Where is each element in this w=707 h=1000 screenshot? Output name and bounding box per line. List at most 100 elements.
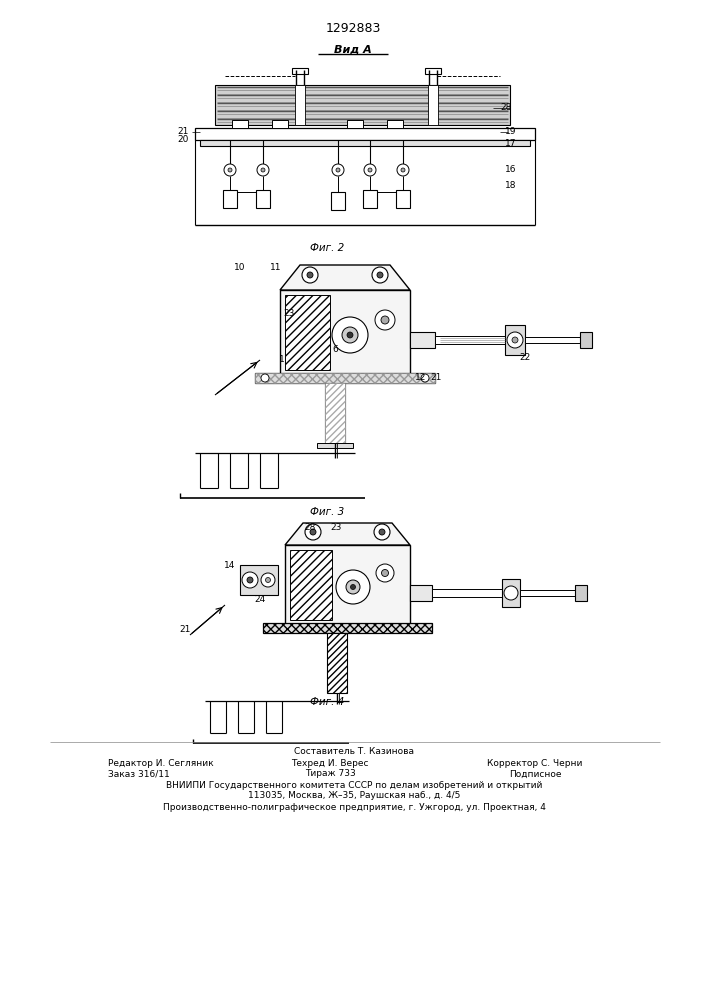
Circle shape xyxy=(374,524,390,540)
Circle shape xyxy=(364,164,376,176)
Bar xyxy=(387,120,403,128)
Circle shape xyxy=(376,564,394,582)
Bar xyxy=(195,128,535,140)
Text: 23: 23 xyxy=(284,308,295,318)
Polygon shape xyxy=(280,265,410,290)
Bar xyxy=(240,565,278,595)
Text: 20: 20 xyxy=(177,135,189,144)
Bar xyxy=(520,590,575,596)
Bar xyxy=(396,190,410,208)
Circle shape xyxy=(242,572,258,588)
Bar xyxy=(428,85,438,125)
Text: 113035, Москва, Ж–35, Раушская наб., д. 4/5: 113035, Москва, Ж–35, Раушская наб., д. … xyxy=(248,792,460,800)
Text: Техред И. Верес: Техред И. Верес xyxy=(291,758,369,768)
Bar xyxy=(580,332,592,348)
Text: 16: 16 xyxy=(505,165,517,174)
Circle shape xyxy=(372,267,388,283)
Circle shape xyxy=(346,580,360,594)
Circle shape xyxy=(332,317,368,353)
Text: 1292883: 1292883 xyxy=(325,21,380,34)
Text: 23: 23 xyxy=(330,522,341,532)
Text: 19: 19 xyxy=(505,127,517,136)
Bar xyxy=(255,373,435,383)
Circle shape xyxy=(261,573,275,587)
Text: 11: 11 xyxy=(270,263,281,272)
Text: 21: 21 xyxy=(177,127,189,136)
Circle shape xyxy=(379,529,385,535)
Circle shape xyxy=(332,164,344,176)
Text: 6: 6 xyxy=(332,346,338,355)
Bar xyxy=(325,383,345,443)
Bar xyxy=(223,190,237,208)
Circle shape xyxy=(261,168,265,172)
Circle shape xyxy=(228,168,232,172)
Circle shape xyxy=(375,310,395,330)
Bar xyxy=(232,120,248,128)
Circle shape xyxy=(382,570,389,576)
Circle shape xyxy=(224,164,236,176)
Text: Редактор И. Сегляник: Редактор И. Сегляник xyxy=(108,758,214,768)
Bar xyxy=(325,383,345,443)
Bar xyxy=(215,85,510,125)
Bar xyxy=(410,332,435,348)
Circle shape xyxy=(512,337,518,343)
Bar xyxy=(280,290,410,375)
Bar xyxy=(317,443,353,448)
Circle shape xyxy=(421,374,429,382)
Text: Вид А: Вид А xyxy=(334,45,372,55)
Bar xyxy=(285,545,410,625)
Text: 21: 21 xyxy=(430,373,441,382)
Text: 22: 22 xyxy=(520,354,531,362)
Bar xyxy=(292,68,308,74)
Text: ВНИИПИ Государственного комитета СССР по делам изобретений и открытий: ВНИИПИ Государственного комитета СССР по… xyxy=(166,780,542,790)
Bar xyxy=(200,140,530,146)
Bar xyxy=(363,190,377,208)
Circle shape xyxy=(307,272,313,278)
Circle shape xyxy=(261,374,269,382)
Text: Фиг. 3: Фиг. 3 xyxy=(310,507,344,517)
Text: Подписное: Подписное xyxy=(509,770,561,778)
Circle shape xyxy=(305,524,321,540)
Bar xyxy=(502,579,520,607)
Bar xyxy=(285,295,330,370)
Circle shape xyxy=(397,164,409,176)
Text: 12: 12 xyxy=(415,373,426,382)
Bar xyxy=(410,585,432,601)
Text: 28: 28 xyxy=(304,522,316,532)
Text: 24: 24 xyxy=(255,595,266,604)
Bar xyxy=(272,120,288,128)
Circle shape xyxy=(257,164,269,176)
Circle shape xyxy=(342,327,358,343)
Text: 1: 1 xyxy=(279,356,285,364)
Text: Корректор С. Черни: Корректор С. Черни xyxy=(487,758,583,768)
Circle shape xyxy=(507,332,523,348)
Text: 17: 17 xyxy=(505,138,517,147)
Circle shape xyxy=(336,168,340,172)
Text: 21: 21 xyxy=(180,626,191,635)
Circle shape xyxy=(247,577,253,583)
Polygon shape xyxy=(285,523,410,545)
Bar xyxy=(290,550,332,620)
Text: Производственно-полиграфическое предприятие, г. Ужгород, ул. Проектная, 4: Производственно-полиграфическое предприя… xyxy=(163,802,545,812)
Bar xyxy=(327,633,347,693)
Text: Составитель Т. Казинова: Составитель Т. Казинова xyxy=(294,748,414,756)
Circle shape xyxy=(302,267,318,283)
Circle shape xyxy=(336,570,370,604)
Circle shape xyxy=(504,586,518,600)
Circle shape xyxy=(266,578,271,582)
Bar xyxy=(295,85,305,125)
Bar xyxy=(425,68,441,74)
Bar xyxy=(505,325,525,355)
Text: Заказ 316/11: Заказ 316/11 xyxy=(108,770,170,778)
Bar xyxy=(331,192,345,210)
Text: Тираж 733: Тираж 733 xyxy=(305,770,356,778)
Circle shape xyxy=(351,584,356,589)
Circle shape xyxy=(310,529,316,535)
Circle shape xyxy=(377,272,383,278)
Circle shape xyxy=(368,168,372,172)
Text: Фиг. 2: Фиг. 2 xyxy=(310,243,344,253)
Text: 10: 10 xyxy=(234,263,246,272)
Circle shape xyxy=(401,168,405,172)
Bar xyxy=(347,120,363,128)
Text: 18: 18 xyxy=(505,180,517,190)
